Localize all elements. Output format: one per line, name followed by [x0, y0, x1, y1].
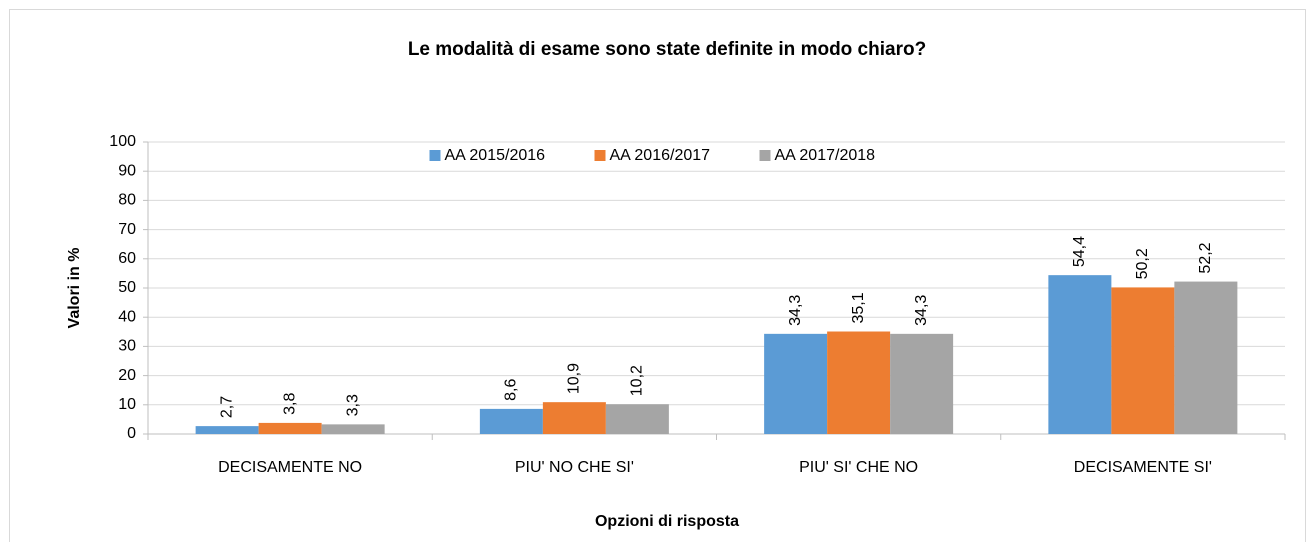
- y-tick-label: 60: [118, 250, 136, 267]
- legend-swatch: [759, 150, 771, 161]
- y-tick-label: 10: [118, 396, 136, 413]
- value-label: 52,2: [1197, 242, 1214, 273]
- x-axis-title: Opzioni di risposta: [595, 513, 739, 530]
- y-tick-label: 40: [118, 308, 136, 325]
- y-tick-label: 100: [109, 133, 136, 150]
- value-label: 8,6: [503, 379, 520, 401]
- y-tick-label: 70: [118, 221, 136, 238]
- bar: [764, 333, 828, 434]
- value-label: 10,9: [566, 363, 583, 394]
- y-tick-label: 20: [118, 367, 136, 384]
- bar: [258, 422, 322, 434]
- bar: [1111, 287, 1175, 434]
- value-label: 50,2: [1134, 248, 1151, 279]
- y-tick-label: 80: [118, 192, 136, 209]
- value-label: 3,3: [344, 394, 361, 416]
- value-label: 10,2: [629, 365, 646, 396]
- chart-title: Le modalità di esame sono state definite…: [408, 39, 926, 60]
- value-label: 2,7: [218, 396, 235, 418]
- y-tick-label: 30: [118, 338, 136, 355]
- value-label: 34,3: [913, 295, 930, 326]
- y-tick-label: 50: [118, 279, 136, 296]
- value-label: 54,4: [1071, 236, 1088, 267]
- bar: [479, 408, 543, 434]
- x-tick-label: PIU' SI' CHE NO: [799, 459, 918, 476]
- x-tick-label: DECISAMENTE SI': [1074, 459, 1212, 476]
- value-label: 34,3: [787, 295, 804, 326]
- legend-label: AA 2017/2018: [775, 147, 876, 164]
- legend-swatch: [429, 150, 441, 161]
- bar: [827, 331, 891, 434]
- bar: [321, 424, 385, 434]
- bar: [542, 402, 606, 434]
- y-tick-label: 0: [127, 425, 136, 442]
- bar: [890, 333, 954, 434]
- x-tick-label: DECISAMENTE NO: [218, 459, 362, 476]
- value-label: 3,8: [281, 393, 298, 415]
- legend-swatch: [594, 150, 606, 161]
- legend-label: AA 2015/2016: [445, 147, 546, 164]
- bar: [605, 404, 669, 434]
- bar: [1048, 275, 1112, 434]
- x-tick-label: PIU' NO CHE SI': [515, 459, 634, 476]
- bar: [195, 426, 259, 434]
- y-tick-label: 90: [118, 162, 136, 179]
- legend-label: AA 2016/2017: [610, 147, 711, 164]
- value-label: 35,1: [850, 292, 867, 323]
- bar: [1174, 281, 1238, 434]
- y-axis-title: Valori in %: [66, 248, 83, 329]
